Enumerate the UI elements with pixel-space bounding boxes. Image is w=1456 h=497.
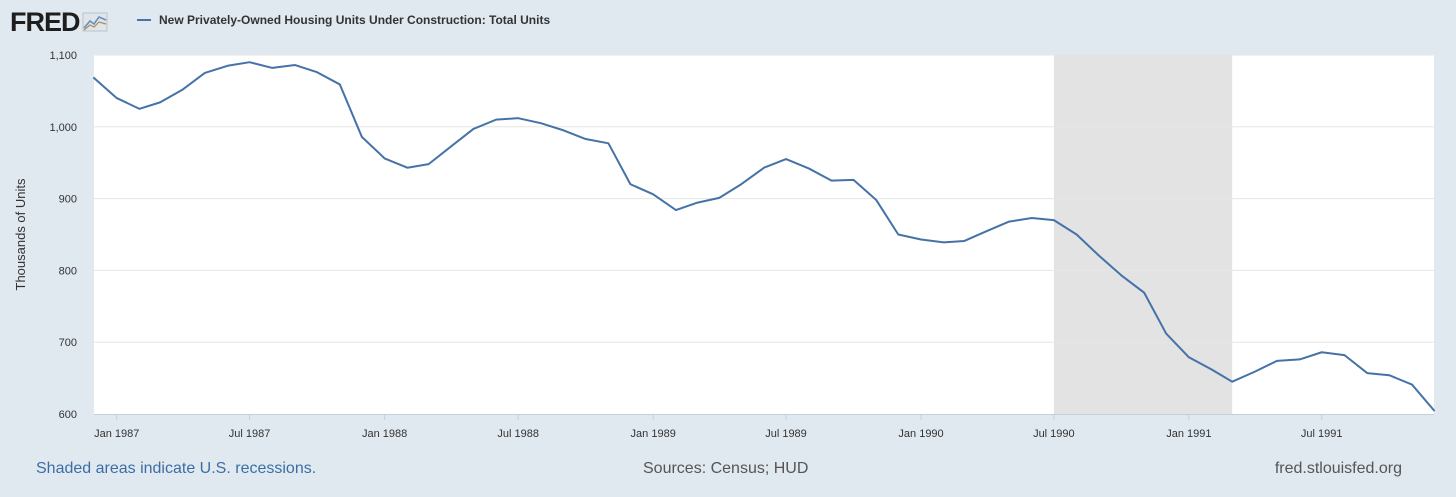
data-point [943, 241, 945, 243]
data-point [1366, 372, 1368, 374]
data-point [607, 142, 609, 144]
data-point [695, 202, 697, 204]
x-tick-label: Jul 1988 [497, 428, 539, 440]
x-tick-label: Jan 1988 [362, 428, 407, 440]
data-point [1231, 380, 1233, 382]
x-tick-label: Jan 1987 [94, 428, 139, 440]
data-point [159, 101, 161, 103]
data-point [383, 157, 385, 159]
y-tick-label: 900 [59, 194, 77, 206]
data-point [718, 197, 720, 199]
x-tick-label: Jan 1990 [898, 428, 943, 440]
x-tick-label: Jul 1989 [765, 428, 807, 440]
data-point [1321, 351, 1323, 353]
data-point [986, 230, 988, 232]
data-point [1053, 219, 1055, 221]
data-point [294, 64, 296, 66]
data-point [427, 163, 429, 165]
site-link[interactable]: fred.stlouisfed.org [1274, 460, 1402, 477]
data-point [339, 83, 341, 85]
data-point [785, 158, 787, 160]
data-point [406, 167, 408, 169]
data-point [1343, 354, 1345, 356]
data-point [963, 240, 965, 242]
data-point [1098, 255, 1100, 257]
sources-text: Sources: Census; HUD [643, 460, 809, 477]
data-point [472, 128, 474, 130]
y-tick-label: 800 [59, 265, 77, 277]
data-point [652, 193, 654, 195]
data-point [450, 145, 452, 147]
data-point [1120, 274, 1122, 276]
fred-logo-text: FRED [10, 6, 80, 37]
data-point [897, 233, 899, 235]
legend-series-label: New Privately-Owned Housing Units Under … [159, 13, 551, 27]
data-point [1031, 217, 1033, 219]
data-point [875, 199, 877, 201]
data-point [1008, 220, 1010, 222]
data-point [116, 97, 118, 99]
data-point [204, 72, 206, 74]
data-point [316, 71, 318, 73]
data-point [248, 61, 250, 63]
data-point [740, 183, 742, 185]
data-point [1075, 233, 1077, 235]
data-point [1276, 360, 1278, 362]
x-tick-label: Jan 1991 [1166, 428, 1211, 440]
data-point [1210, 368, 1212, 370]
data-point [1254, 370, 1256, 372]
data-point [1411, 383, 1413, 385]
data-point [852, 179, 854, 181]
data-point [271, 67, 273, 69]
data-point [517, 117, 519, 119]
data-point [562, 129, 564, 131]
x-tick-label: Jan 1989 [631, 428, 676, 440]
data-point [182, 88, 184, 90]
data-point [1143, 291, 1145, 293]
line-chart-icon [82, 12, 107, 32]
data-point [763, 167, 765, 169]
data-point [1388, 374, 1390, 376]
series-line [93, 61, 1435, 412]
data-point [540, 122, 542, 124]
data-point [1188, 356, 1190, 358]
y-tick-label: 1,000 [49, 122, 77, 134]
data-point [495, 118, 497, 120]
x-tick-label: Jul 1991 [1301, 428, 1343, 440]
chart-legend[interactable]: New Privately-Owned Housing Units Under … [137, 13, 550, 27]
data-point [584, 138, 586, 140]
data-point [226, 65, 228, 67]
data-point [138, 108, 140, 110]
line-chart[interactable]: 600 700 800 900 1,000 1,100 Jan 1987 Jul 1987 Ja… [0, 0, 1456, 450]
data-point [920, 238, 922, 240]
data-point [1433, 409, 1435, 411]
recession-band [1053, 55, 1233, 414]
data-point [1165, 332, 1167, 334]
y-axis-label: Thousands of Units [13, 178, 28, 291]
data-point [361, 136, 363, 138]
chart-header: FRED New Privately-Owned Housing Units U… [0, 0, 1456, 44]
recession-note: Shaded areas indicate U.S. recessions. [36, 460, 317, 477]
x-tick-label: Jul 1990 [1033, 428, 1075, 440]
data-point [1299, 358, 1301, 360]
y-tick-label: 700 [59, 337, 77, 349]
data-point [629, 183, 631, 185]
data-point [675, 209, 677, 211]
plot-area [94, 55, 1434, 414]
x-tick-label: Jul 1987 [229, 428, 271, 440]
fred-logo[interactable]: FRED [10, 6, 108, 38]
data-point [93, 77, 95, 79]
data-point [808, 167, 810, 169]
y-tick-label: 600 [59, 409, 77, 421]
data-point [830, 179, 832, 181]
y-tick-label: 1,100 [49, 50, 77, 62]
legend-series-swatch [137, 19, 151, 21]
